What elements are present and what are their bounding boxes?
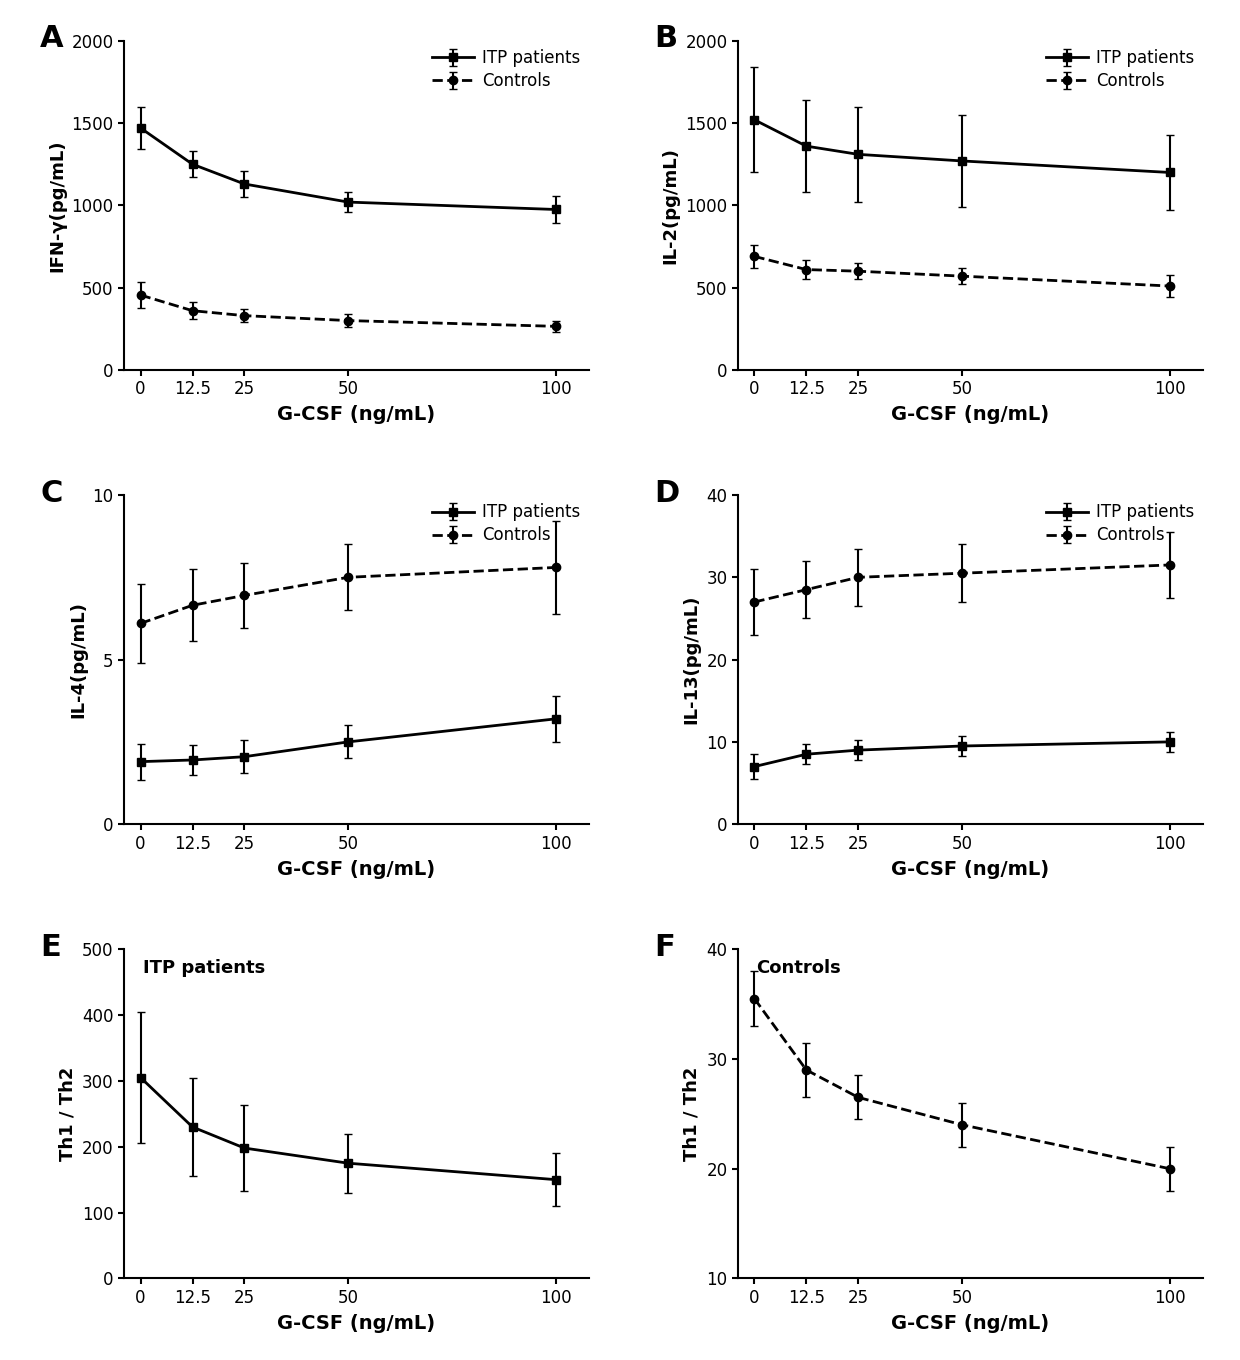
Y-axis label: IL-13(pg/mL): IL-13(pg/mL) xyxy=(683,594,701,725)
Legend: ITP patients, Controls: ITP patients, Controls xyxy=(1047,503,1194,544)
Text: C: C xyxy=(40,479,63,507)
X-axis label: G-CSF (ng/mL): G-CSF (ng/mL) xyxy=(892,405,1049,424)
Text: D: D xyxy=(655,479,680,507)
X-axis label: G-CSF (ng/mL): G-CSF (ng/mL) xyxy=(892,860,1049,879)
Legend: ITP patients, Controls: ITP patients, Controls xyxy=(1047,49,1194,90)
X-axis label: G-CSF (ng/mL): G-CSF (ng/mL) xyxy=(278,1314,435,1333)
Y-axis label: IFN-γ(pg/mL): IFN-γ(pg/mL) xyxy=(48,139,66,272)
X-axis label: G-CSF (ng/mL): G-CSF (ng/mL) xyxy=(278,405,435,424)
Legend: ITP patients, Controls: ITP patients, Controls xyxy=(433,49,580,90)
X-axis label: G-CSF (ng/mL): G-CSF (ng/mL) xyxy=(278,860,435,879)
Y-axis label: Th1 / Th2: Th1 / Th2 xyxy=(58,1066,77,1161)
Text: A: A xyxy=(40,24,64,53)
Text: B: B xyxy=(655,24,677,53)
Text: Controls: Controls xyxy=(756,959,841,976)
Y-axis label: IL-4(pg/mL): IL-4(pg/mL) xyxy=(69,601,87,718)
Y-axis label: IL-2(pg/mL): IL-2(pg/mL) xyxy=(662,147,680,264)
Text: F: F xyxy=(655,933,675,962)
Text: ITP patients: ITP patients xyxy=(143,959,265,976)
X-axis label: G-CSF (ng/mL): G-CSF (ng/mL) xyxy=(892,1314,1049,1333)
Y-axis label: Th1 / Th2: Th1 / Th2 xyxy=(683,1066,701,1161)
Text: E: E xyxy=(40,933,61,962)
Legend: ITP patients, Controls: ITP patients, Controls xyxy=(433,503,580,544)
